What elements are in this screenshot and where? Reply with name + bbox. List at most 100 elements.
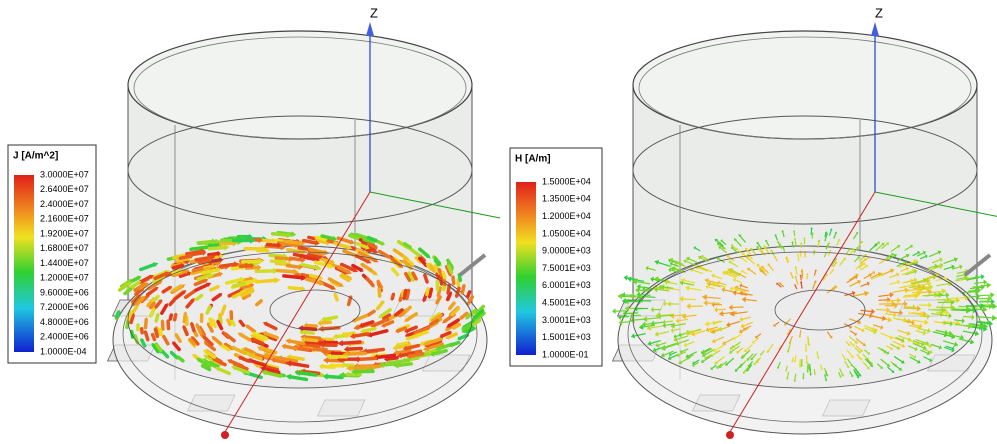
field-arrow xyxy=(209,247,224,248)
field-arrow xyxy=(291,258,302,260)
field-arrow xyxy=(398,364,411,366)
field-arrow xyxy=(276,258,289,259)
legend-label: 7.5001E+03 xyxy=(542,263,591,273)
field-arrow xyxy=(170,315,171,319)
field-arrow xyxy=(348,353,365,354)
arrow-head xyxy=(981,274,985,280)
field-arrow xyxy=(387,358,397,359)
legend-label: 1.5001E+03 xyxy=(542,332,591,342)
field-arrow xyxy=(425,275,427,281)
field-arrow xyxy=(359,367,376,368)
field-arrow xyxy=(411,354,423,356)
field-arrow xyxy=(801,276,802,280)
field-arrow xyxy=(795,355,796,360)
field-arrow xyxy=(156,315,158,321)
field-arrow xyxy=(795,374,796,380)
field-arrow xyxy=(180,256,190,258)
r-axis-head xyxy=(726,431,734,439)
field-arrow xyxy=(392,294,393,298)
field-arrow xyxy=(430,289,432,296)
field-arrow xyxy=(241,266,251,267)
legend-label: 1.5000E+04 xyxy=(542,176,591,186)
legend-label: 1.2000E+04 xyxy=(542,211,591,221)
legend-title: H [A/m] xyxy=(515,154,551,165)
field-arrow xyxy=(932,314,941,315)
field-arrow xyxy=(391,360,408,362)
legend-label: 1.0000E-04 xyxy=(40,346,87,356)
field-arrow xyxy=(877,309,887,310)
field-arrow xyxy=(210,245,219,246)
field-arrow xyxy=(257,280,274,281)
field-arrow xyxy=(627,313,638,314)
field-arrow xyxy=(221,264,235,266)
field-arrow xyxy=(191,247,208,249)
field-arrow xyxy=(792,243,793,247)
field-arrow xyxy=(290,341,304,343)
field-arrow xyxy=(184,314,185,322)
legend-label: 1.3500E+04 xyxy=(542,194,591,204)
axis-label: Z xyxy=(370,5,378,20)
field-arrow xyxy=(886,300,897,301)
field-arrow xyxy=(307,326,316,327)
field-arrow xyxy=(220,243,233,244)
arrow-head xyxy=(983,279,987,285)
field-arrow xyxy=(448,285,449,292)
field-arrow xyxy=(210,319,211,325)
legend-label: 1.2000E+07 xyxy=(40,273,89,283)
field-arrow xyxy=(348,348,361,349)
field-arrow xyxy=(191,253,203,255)
field-arrow xyxy=(277,271,293,272)
z-axis-head xyxy=(871,22,879,36)
field-arrow xyxy=(160,330,161,335)
field-arrow xyxy=(683,299,695,300)
field-arrow xyxy=(270,255,283,256)
field-arrow xyxy=(794,232,795,236)
legend-label: 6.0001E+03 xyxy=(542,280,591,290)
field-arrow xyxy=(284,276,301,278)
field-arrow xyxy=(228,320,230,324)
legend-label: 3.0001E+03 xyxy=(542,315,591,325)
legend-label: 9.6000E+06 xyxy=(40,287,89,297)
arrow-head xyxy=(992,303,997,309)
arrow-head xyxy=(617,293,622,299)
field-arrow xyxy=(459,275,460,281)
field-arrow xyxy=(289,288,301,289)
field-arrow xyxy=(192,324,194,330)
field-arrow xyxy=(808,338,809,344)
field-arrow xyxy=(312,349,326,350)
field-arrow xyxy=(436,261,439,265)
legend-label: 1.4400E+07 xyxy=(40,258,89,268)
field-arrow xyxy=(198,242,212,243)
field-arrow xyxy=(795,239,796,245)
field-arrow xyxy=(271,261,282,262)
arrow-head xyxy=(986,282,991,288)
field-arrow xyxy=(407,290,409,298)
field-arrow xyxy=(247,267,258,268)
field-arrow xyxy=(288,266,299,267)
field-arrow xyxy=(964,316,972,317)
field-arrow xyxy=(268,244,278,245)
field-arrow xyxy=(354,334,368,336)
field-arrow xyxy=(175,315,176,320)
field-arrow xyxy=(367,350,383,352)
axis-label: Z xyxy=(875,5,883,20)
field-arrow xyxy=(328,377,342,378)
field-arrow xyxy=(284,241,300,243)
legend-label: 4.8000E+06 xyxy=(40,317,89,327)
arrow-head xyxy=(990,292,994,298)
field-arrow xyxy=(207,307,210,313)
legend-label: 9.0000E+03 xyxy=(542,246,591,256)
legend-label: 1.9200E+07 xyxy=(40,228,89,238)
field-arrow xyxy=(196,257,210,259)
field-arrow xyxy=(814,369,815,373)
field-arrow xyxy=(285,346,296,348)
field-arrow xyxy=(378,355,395,357)
field-arrow xyxy=(304,241,316,243)
field-arrow xyxy=(240,321,243,325)
field-arrow xyxy=(321,322,330,323)
field-arrow xyxy=(262,240,272,241)
field-arrow xyxy=(633,315,641,316)
field-arrow xyxy=(452,343,459,346)
arrow-head xyxy=(622,292,625,298)
legend-label: 2.4000E+07 xyxy=(40,199,89,209)
